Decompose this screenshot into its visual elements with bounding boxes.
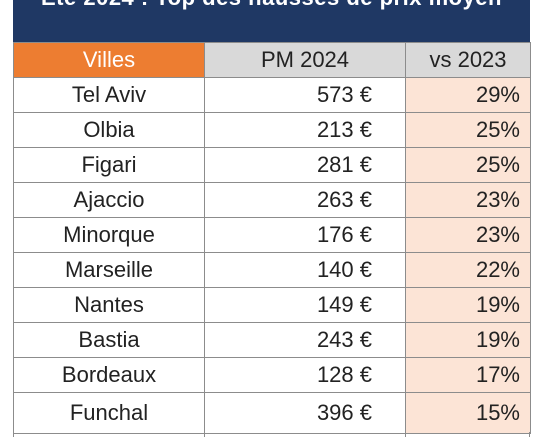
header-delta[interactable]: vs 2023 bbox=[405, 42, 531, 78]
city-cell[interactable]: Nantes bbox=[13, 287, 205, 323]
table-row: Bastia 243 € 19% bbox=[13, 322, 531, 358]
city-cell[interactable]: Marseille bbox=[13, 252, 205, 288]
grid-line bbox=[405, 432, 406, 437]
table-row: Tel Aviv 573 € 29% bbox=[13, 77, 531, 113]
city-cell[interactable]: Figari bbox=[13, 147, 205, 183]
title-banner: Été 2024 : Top des hausses de prix moyen bbox=[13, 0, 530, 42]
grid-line bbox=[13, 432, 14, 437]
city-cell[interactable]: Bastia bbox=[13, 322, 205, 358]
delta-cell[interactable]: 29% bbox=[405, 77, 531, 113]
banner-title: Été 2024 : Top des hausses de prix moyen bbox=[13, 0, 530, 11]
price-cell[interactable]: 140 € bbox=[204, 252, 406, 288]
price-cell[interactable]: 176 € bbox=[204, 217, 406, 253]
delta-cell[interactable]: 19% bbox=[405, 322, 531, 358]
city-cell[interactable]: Bordeaux bbox=[13, 357, 205, 393]
header-price[interactable]: PM 2024 bbox=[204, 42, 406, 78]
delta-cell[interactable]: 25% bbox=[405, 112, 531, 148]
delta-cell[interactable]: 19% bbox=[405, 287, 531, 323]
city-cell[interactable]: Minorque bbox=[13, 217, 205, 253]
table-row: Funchal 396 € 15% bbox=[13, 392, 531, 434]
price-cell[interactable]: 213 € bbox=[204, 112, 406, 148]
price-cell[interactable]: 243 € bbox=[204, 322, 406, 358]
table-row: Figari 281 € 25% bbox=[13, 147, 531, 183]
table-row: Minorque 176 € 23% bbox=[13, 217, 531, 253]
table-row: Olbia 213 € 25% bbox=[13, 112, 531, 148]
price-cell[interactable]: 149 € bbox=[204, 287, 406, 323]
city-cell[interactable]: Ajaccio bbox=[13, 182, 205, 218]
city-cell[interactable]: Tel Aviv bbox=[13, 77, 205, 113]
delta-cell[interactable]: 22% bbox=[405, 252, 531, 288]
delta-cell[interactable]: 15% bbox=[405, 392, 531, 434]
header-city[interactable]: Villes bbox=[13, 42, 205, 78]
price-cell[interactable]: 396 € bbox=[204, 392, 406, 434]
grid-line bbox=[204, 432, 205, 437]
grid-line bbox=[529, 432, 530, 437]
table-row: Nantes 149 € 19% bbox=[13, 287, 531, 323]
price-cell[interactable]: 263 € bbox=[204, 182, 406, 218]
price-cell[interactable]: 573 € bbox=[204, 77, 406, 113]
price-cell[interactable]: 281 € bbox=[204, 147, 406, 183]
delta-cell[interactable]: 23% bbox=[405, 217, 531, 253]
price-table: Villes PM 2024 vs 2023 Tel Aviv 573 € 29… bbox=[13, 42, 531, 434]
city-cell[interactable]: Olbia bbox=[13, 112, 205, 148]
table-row: Bordeaux 128 € 17% bbox=[13, 357, 531, 393]
delta-cell[interactable]: 23% bbox=[405, 182, 531, 218]
table-row: Ajaccio 263 € 23% bbox=[13, 182, 531, 218]
price-cell[interactable]: 128 € bbox=[204, 357, 406, 393]
delta-cell[interactable]: 17% bbox=[405, 357, 531, 393]
header-row: Villes PM 2024 vs 2023 bbox=[13, 42, 531, 78]
delta-cell[interactable]: 25% bbox=[405, 147, 531, 183]
table-row: Marseille 140 € 22% bbox=[13, 252, 531, 288]
city-cell[interactable]: Funchal bbox=[13, 392, 205, 434]
